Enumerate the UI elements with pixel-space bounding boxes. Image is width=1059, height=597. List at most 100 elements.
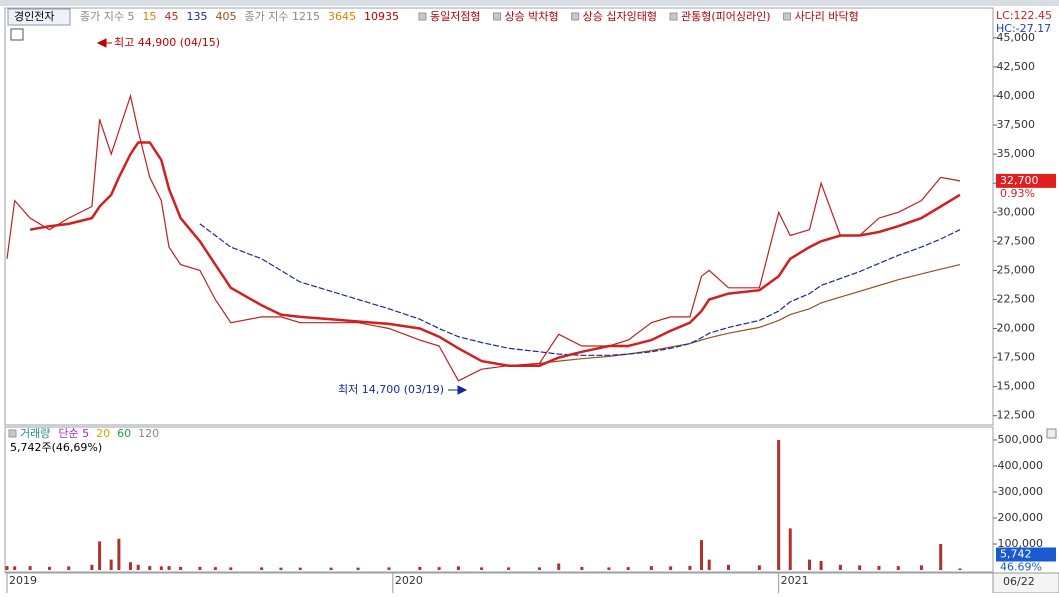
volume-bar bbox=[28, 566, 32, 570]
y-tick-label: 12,500 bbox=[997, 409, 1036, 422]
toolbar-edge bbox=[0, 0, 1059, 6]
volume-bar bbox=[877, 565, 881, 570]
pattern-marker bbox=[783, 12, 792, 21]
pattern-label: 상승 십자잉태형 bbox=[583, 10, 657, 23]
volume-bar bbox=[128, 562, 132, 570]
volume-tag-label: 5,742 bbox=[1000, 548, 1032, 561]
volume-bar bbox=[557, 563, 561, 570]
volume-bar bbox=[480, 567, 484, 570]
y-tick-label: 20,000 bbox=[997, 322, 1036, 335]
ma-legend: 45 bbox=[164, 10, 178, 23]
y-tick-label: 100,000 bbox=[998, 537, 1044, 550]
last-date: 06/22 bbox=[1003, 575, 1035, 588]
volume-bar bbox=[669, 566, 673, 570]
volume-panel bbox=[4, 426, 994, 573]
volume-bar bbox=[808, 559, 812, 570]
stock-name[interactable]: 경인전자 bbox=[14, 10, 54, 23]
low-arrow bbox=[448, 385, 468, 395]
volume-bar bbox=[117, 538, 121, 570]
pattern-label: 상승 박차형 bbox=[505, 10, 559, 23]
volume-bar bbox=[607, 567, 611, 570]
pattern-label: 사다리 바닥형 bbox=[795, 10, 859, 23]
y-tick-label: 22,500 bbox=[997, 292, 1036, 305]
pattern-marker bbox=[669, 12, 678, 21]
panel-button[interactable] bbox=[1046, 428, 1057, 439]
volume-ma-legend: 120 bbox=[138, 427, 159, 440]
y-tick-label: 35,000 bbox=[997, 147, 1036, 160]
volume-ma-legend: 단순 5 bbox=[58, 427, 89, 440]
x-tick-label: 2019 bbox=[9, 574, 37, 587]
volume-bar bbox=[919, 565, 923, 570]
volume-summary: 5,742주(46,69%) bbox=[10, 441, 102, 454]
y-tick-label: 400,000 bbox=[998, 459, 1044, 472]
pattern-marker bbox=[493, 12, 502, 21]
ma-legend: 3645 bbox=[328, 10, 356, 23]
volume-bar bbox=[707, 559, 711, 570]
volume-bar bbox=[437, 567, 441, 570]
ma-legend: 종가 지수 5 bbox=[80, 10, 134, 23]
stock-name-box[interactable] bbox=[7, 8, 71, 26]
pattern-label: 관통형(피어싱라인) bbox=[681, 10, 771, 23]
y-tick-label: 200,000 bbox=[998, 511, 1044, 524]
volume-bar bbox=[958, 568, 962, 570]
volume-bar bbox=[198, 566, 202, 570]
x-tick-label: 2020 bbox=[395, 574, 423, 587]
volume-bar bbox=[213, 567, 217, 570]
volume-bar bbox=[580, 566, 584, 570]
change-label: 0.93% bbox=[1000, 187, 1035, 200]
volume-ratio: 46.69% bbox=[1000, 561, 1042, 574]
volume-bar bbox=[649, 566, 653, 570]
high-annotation: 최고 44,900 (04/15) bbox=[114, 36, 220, 49]
volume-ma-legend: 20 bbox=[96, 427, 110, 440]
volume-bar bbox=[699, 540, 703, 570]
volume-bar bbox=[229, 567, 233, 570]
volume-tag bbox=[996, 547, 1056, 562]
grid-icon[interactable] bbox=[10, 28, 24, 41]
ma-legend: 405 bbox=[215, 10, 236, 23]
volume-bar bbox=[159, 566, 163, 570]
volume-ma-legend: 60 bbox=[117, 427, 131, 440]
y-tick-label: 40,000 bbox=[997, 89, 1036, 102]
pattern-marker bbox=[418, 12, 427, 21]
x-tick-label: 2021 bbox=[781, 574, 809, 587]
high-arrow bbox=[96, 38, 112, 48]
volume-title: 거래량 bbox=[20, 427, 50, 440]
volume-bar bbox=[329, 567, 333, 570]
volume-bar bbox=[537, 567, 541, 570]
volume-bar bbox=[47, 566, 51, 570]
volume-bar bbox=[179, 566, 183, 570]
volume-bar bbox=[98, 541, 102, 570]
volume-bar bbox=[896, 566, 900, 570]
volume-bar bbox=[456, 566, 460, 570]
price-tag bbox=[996, 173, 1056, 188]
y-tick-label: 27,500 bbox=[997, 234, 1036, 247]
y-tick-label: 17,500 bbox=[997, 351, 1036, 364]
price-panel bbox=[4, 7, 994, 426]
volume-bar bbox=[688, 565, 692, 570]
volume-bar bbox=[148, 566, 152, 570]
volume-bar bbox=[387, 567, 391, 570]
y-tick-label: 37,500 bbox=[997, 118, 1036, 131]
moving-average bbox=[199, 223, 961, 356]
y-tick-label: 300,000 bbox=[998, 485, 1044, 498]
y-tick-label: 30,000 bbox=[997, 205, 1036, 218]
lc-label: LC:122.45 bbox=[996, 9, 1052, 22]
pattern-marker bbox=[571, 12, 580, 21]
volume-bar bbox=[136, 564, 140, 570]
moving-average bbox=[29, 141, 961, 367]
volume-bar bbox=[727, 564, 731, 570]
pattern-label: 동일저점형 bbox=[430, 9, 481, 23]
volume-bar bbox=[260, 567, 264, 570]
volume-bar bbox=[109, 559, 113, 570]
legend-marker bbox=[8, 429, 17, 438]
volume-bar bbox=[5, 566, 9, 570]
volume-bar bbox=[838, 564, 842, 570]
volume-bar bbox=[67, 566, 71, 570]
volume-bar bbox=[13, 566, 17, 570]
volume-bar bbox=[777, 439, 781, 570]
volume-bar bbox=[788, 528, 792, 570]
volume-bar bbox=[418, 566, 422, 570]
volume-bar bbox=[858, 565, 862, 570]
